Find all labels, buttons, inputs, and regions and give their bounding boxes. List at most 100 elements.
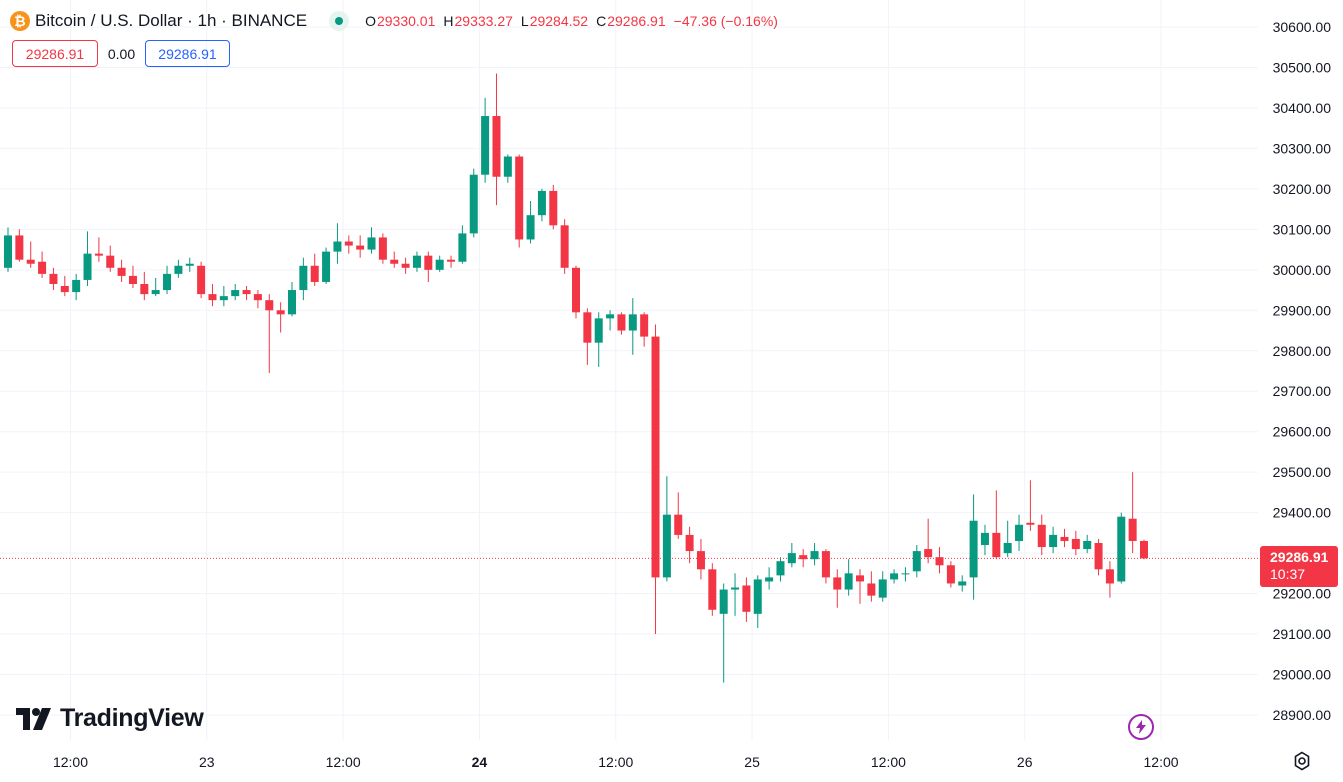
candle[interactable] bbox=[572, 265, 580, 319]
candle[interactable] bbox=[447, 255, 456, 268]
candle[interactable] bbox=[163, 265, 172, 295]
candle[interactable] bbox=[310, 253, 319, 287]
candle[interactable] bbox=[878, 571, 887, 602]
candle[interactable] bbox=[469, 168, 478, 238]
candle[interactable] bbox=[515, 154, 524, 248]
candle[interactable] bbox=[356, 235, 365, 258]
candle[interactable] bbox=[821, 549, 830, 584]
candle[interactable] bbox=[299, 257, 308, 301]
candle[interactable] bbox=[640, 312, 649, 347]
candle[interactable] bbox=[674, 492, 683, 539]
candle[interactable] bbox=[276, 302, 285, 333]
candle[interactable] bbox=[810, 543, 819, 566]
candle[interactable] bbox=[992, 490, 1001, 560]
candle[interactable] bbox=[537, 188, 546, 222]
candle[interactable] bbox=[583, 308, 592, 365]
candle[interactable] bbox=[197, 261, 206, 299]
candle[interactable] bbox=[799, 549, 808, 568]
candle[interactable] bbox=[731, 573, 740, 616]
candle[interactable] bbox=[662, 476, 671, 582]
candle[interactable] bbox=[208, 283, 217, 307]
candle[interactable] bbox=[231, 283, 240, 301]
candle[interactable] bbox=[1071, 530, 1080, 556]
candle[interactable] bbox=[185, 257, 194, 272]
candle[interactable] bbox=[481, 97, 490, 183]
candle[interactable] bbox=[946, 561, 955, 588]
candle[interactable] bbox=[526, 201, 535, 244]
candle[interactable] bbox=[980, 524, 989, 556]
buy-button[interactable]: 29286.91 bbox=[145, 40, 230, 67]
candle[interactable] bbox=[378, 233, 387, 264]
candle[interactable] bbox=[844, 559, 853, 596]
candle[interactable] bbox=[787, 543, 796, 568]
candle[interactable] bbox=[776, 557, 785, 582]
candle[interactable] bbox=[1049, 526, 1058, 554]
candle[interactable] bbox=[60, 275, 69, 297]
candle[interactable] bbox=[242, 286, 251, 301]
candle[interactable] bbox=[458, 225, 467, 264]
candle[interactable] bbox=[265, 294, 274, 374]
market-status-icon[interactable] bbox=[329, 11, 350, 31]
candle[interactable] bbox=[549, 184, 558, 230]
candle[interactable] bbox=[151, 277, 160, 297]
candle[interactable] bbox=[696, 538, 705, 580]
candle[interactable] bbox=[424, 251, 433, 282]
candle[interactable] bbox=[117, 259, 126, 282]
candle[interactable] bbox=[174, 259, 183, 278]
candle[interactable] bbox=[753, 575, 762, 628]
candle[interactable] bbox=[708, 563, 717, 616]
candle[interactable] bbox=[1015, 514, 1024, 552]
candle[interactable] bbox=[26, 241, 35, 268]
candle[interactable] bbox=[719, 583, 728, 683]
candle[interactable] bbox=[140, 271, 149, 301]
candle[interactable] bbox=[72, 273, 81, 301]
candle[interactable] bbox=[1105, 561, 1114, 598]
candle[interactable] bbox=[1128, 472, 1137, 554]
candle[interactable] bbox=[606, 310, 615, 331]
candle[interactable] bbox=[106, 245, 115, 272]
candle[interactable] bbox=[1026, 480, 1035, 531]
candle[interactable] bbox=[628, 298, 637, 355]
tradingview-logo[interactable]: TradingView bbox=[16, 704, 204, 733]
candle[interactable] bbox=[1117, 512, 1126, 584]
candle[interactable] bbox=[765, 567, 774, 590]
candle[interactable] bbox=[435, 255, 444, 272]
candle[interactable] bbox=[912, 545, 921, 578]
candle[interactable] bbox=[94, 237, 103, 262]
candle[interactable] bbox=[38, 251, 47, 278]
candle[interactable] bbox=[49, 267, 58, 291]
candle[interactable] bbox=[492, 73, 501, 206]
candle[interactable] bbox=[322, 247, 331, 284]
candle[interactable] bbox=[390, 251, 399, 268]
lightning-icon[interactable] bbox=[1128, 714, 1154, 740]
candle[interactable] bbox=[856, 569, 864, 604]
candle[interactable] bbox=[1060, 528, 1069, 548]
candle[interactable] bbox=[1003, 520, 1012, 558]
candle[interactable] bbox=[1083, 534, 1092, 554]
candle[interactable] bbox=[288, 281, 296, 317]
candle[interactable] bbox=[617, 312, 626, 335]
candle[interactable] bbox=[367, 227, 376, 254]
candle[interactable] bbox=[253, 290, 262, 309]
gear-icon[interactable] bbox=[1292, 751, 1312, 771]
candle[interactable] bbox=[594, 312, 603, 367]
candle[interactable] bbox=[412, 251, 421, 272]
candle[interactable] bbox=[867, 571, 876, 602]
candle[interactable] bbox=[4, 227, 12, 272]
candle[interactable] bbox=[890, 569, 899, 584]
candle[interactable] bbox=[742, 577, 751, 622]
candle[interactable] bbox=[969, 494, 978, 600]
candle[interactable] bbox=[1094, 538, 1103, 576]
candle[interactable] bbox=[128, 265, 137, 289]
candle[interactable] bbox=[15, 229, 24, 262]
candle[interactable] bbox=[401, 257, 410, 274]
candle[interactable] bbox=[685, 526, 694, 564]
candle[interactable] bbox=[560, 219, 569, 274]
candle[interactable] bbox=[219, 286, 228, 307]
candle[interactable] bbox=[901, 567, 910, 582]
candle[interactable] bbox=[651, 324, 660, 635]
candle[interactable] bbox=[344, 235, 353, 254]
sell-button[interactable]: 29286.91 bbox=[12, 40, 98, 67]
candle[interactable] bbox=[935, 547, 944, 574]
